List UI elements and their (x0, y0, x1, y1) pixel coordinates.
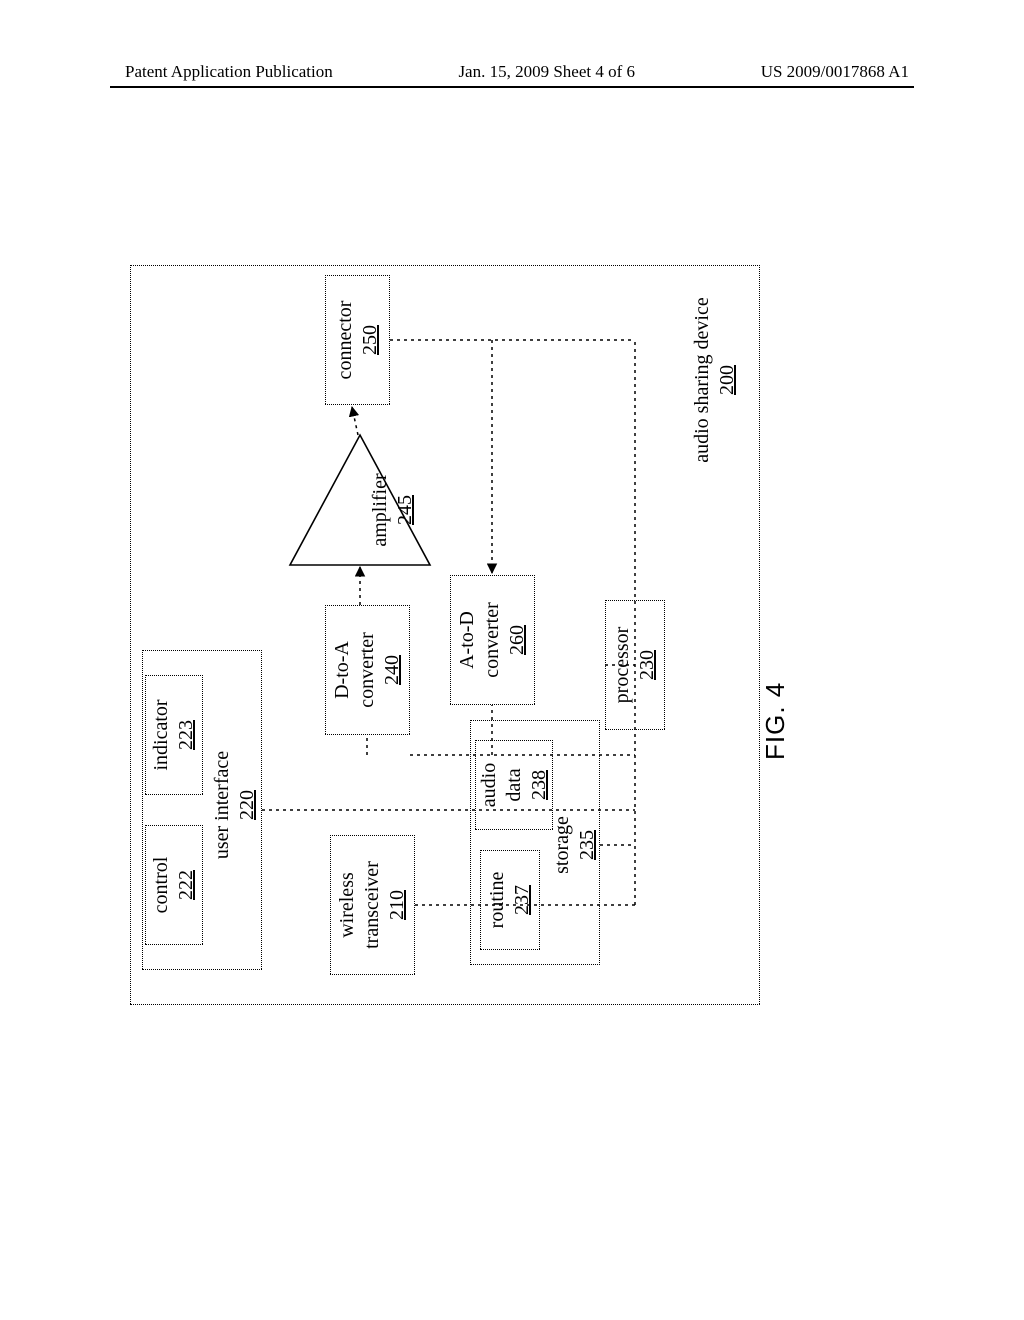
wires-svg (130, 265, 760, 1005)
header-mid: Jan. 15, 2009 Sheet 4 of 6 (458, 62, 635, 82)
block-diagram: audio sharing device 200 user interface … (130, 265, 760, 1005)
header-right: US 2009/0017868 A1 (761, 62, 909, 82)
header-rule (110, 86, 914, 88)
wire-amp-conn (352, 407, 358, 435)
amplifier-triangle (290, 435, 430, 565)
figure-label-text: FIG. 4 (760, 682, 790, 760)
figure-label: FIG. 4 (760, 682, 791, 760)
page-header: Patent Application Publication Jan. 15, … (0, 62, 1024, 82)
header-left: Patent Application Publication (125, 62, 333, 82)
diagram-canvas: audio sharing device 200 user interface … (130, 265, 760, 1005)
